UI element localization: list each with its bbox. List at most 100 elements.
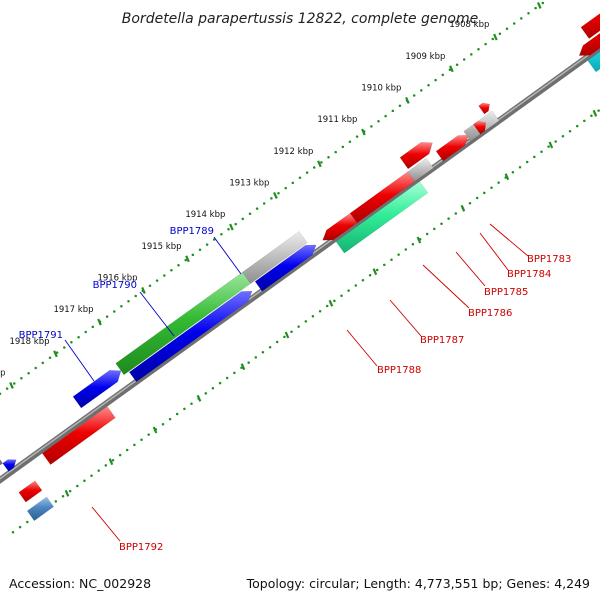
gene-bpp1783[interactable] [473,120,487,135]
scale-dot-inner [390,258,393,261]
scale-dot-outer [491,37,495,41]
gene-label-bpp1792[interactable]: BPP1792 [119,542,163,553]
leader-line-bpp1791 [64,339,95,382]
gene-bpp1792[interactable] [41,406,116,465]
scale-dot-outer [5,387,9,390]
scale-tick-outer [273,191,278,199]
scale-tick-outer [493,33,498,41]
scale-tick-inner [372,268,378,276]
gene-feature[interactable] [18,480,43,503]
scale-dot-outer [291,181,295,185]
gene-feature[interactable] [128,290,253,383]
map-title: Bordetella parapertussis 12822, complete… [122,11,478,27]
gene-label-bpp1787[interactable]: BPP1787 [420,335,464,346]
genome-summary-text: Topology: circular; Length: 4,773,551 bp… [246,576,590,591]
gene-label-bpp1784[interactable]: BPP1784 [507,269,551,280]
scale-dot-outer [105,315,109,318]
scale-dot-inner [340,294,343,297]
scale-dot-outer [370,125,373,128]
scale-dot-outer [91,325,95,329]
scale-dot-inner [440,222,443,225]
leader-line-bpp1787 [389,299,422,337]
scale-dot-outer [384,114,387,118]
scale-dot-outer [41,361,45,365]
scale-dot-outer [305,171,309,174]
scale-dot-inner [290,330,293,333]
scale-dot-inner [333,299,336,303]
scale-dot-outer [70,341,73,344]
scale-tick-label: 1914 kbp [185,210,225,220]
gene-bpp1790[interactable] [115,271,251,376]
gene-feature[interactable] [478,102,490,115]
scale-tick-inner [328,299,334,307]
scale-dot-outer [484,42,487,46]
gene-label-bpp1788[interactable]: BPP1788 [377,365,421,376]
gene-label-bpp1783[interactable]: BPP1783 [527,254,571,265]
scale-dot-outer [541,1,545,5]
scale-dot-inner [90,474,93,477]
gene-feature[interactable] [72,370,122,409]
scale-dot-inner [183,407,186,411]
scale-dot-outer [434,78,437,82]
scale-dot-inner [561,135,565,138]
scale-dot-outer [455,63,459,66]
scale-dot-inner [225,376,229,380]
gene-feature[interactable] [578,9,600,56]
scale-dot-inner [118,453,122,457]
gene-feature[interactable] [254,244,317,292]
scale-tick-inner [152,426,158,434]
gene-feature[interactable] [26,496,55,522]
leader-line-bpp1785 [455,251,486,287]
scale-dot-inner [61,495,65,498]
scale-dot-outer [470,53,473,56]
scale-dot-inner [304,320,308,323]
scale-dot-inner [383,263,386,267]
gene-feature[interactable] [2,459,17,472]
gene-feature[interactable] [0,455,4,475]
gene-label-bpp1791[interactable]: BPP1791 [19,330,63,341]
scale-dot-inner [590,114,593,118]
gene-label-bpp1789[interactable]: BPP1789 [170,226,214,237]
scale-dot-outer [177,263,180,267]
scale-dot-outer [27,371,30,375]
gene-label-bpp1790[interactable]: BPP1790 [93,280,137,291]
scale-dot-inner [433,227,436,231]
scale-dot-inner [318,309,322,313]
leader-line-bpp1784 [479,232,509,271]
gene-feature[interactable] [322,212,358,241]
scale-tick-label: 1915 kbp [141,242,181,252]
scale-tick-label: 1910 kbp [361,83,401,93]
scale-dot-inner [261,351,265,354]
gene-bpp1788[interactable] [335,181,429,254]
gene-feature[interactable] [587,21,600,73]
scale-tick-inner [64,489,70,497]
scale-dot-outer [298,176,302,180]
gene-label-bpp1786[interactable]: BPP1786 [468,308,512,319]
scale-dot-inner [568,129,572,133]
scale-dot-inner [218,381,222,385]
gene-label-bpp1785[interactable]: BPP1785 [484,287,528,298]
scale-tick-outer [97,318,102,326]
scale-dot-outer [427,83,430,87]
scale-tick-label: 1917 kbp [53,305,93,315]
scale-dot-inner [83,479,86,483]
accession-text: Accession: NC_002928 [9,576,152,591]
gene-bpp1785[interactable] [435,134,470,162]
scale-dot-outer [320,161,323,164]
scale-dot-inner [411,243,415,246]
scale-tick-label: 1913 kbp [229,178,269,188]
scale-dot-inner [26,520,29,524]
gene-feature[interactable] [580,0,600,39]
gene-feature[interactable] [399,142,433,170]
scale-tick-inner [592,109,598,117]
gene-bpp1786[interactable] [407,157,434,182]
scale-dot-inner [175,412,179,416]
scale-dot-outer [398,104,402,108]
scale-dot-outer [234,222,237,226]
scale-dot-outer [127,299,130,303]
scale-dot-inner [133,443,136,447]
scale-dot-outer [113,310,116,313]
scale-dot-outer [341,145,345,149]
leader-line-bpp1789 [213,236,242,275]
scale-dot-inner [347,289,350,292]
